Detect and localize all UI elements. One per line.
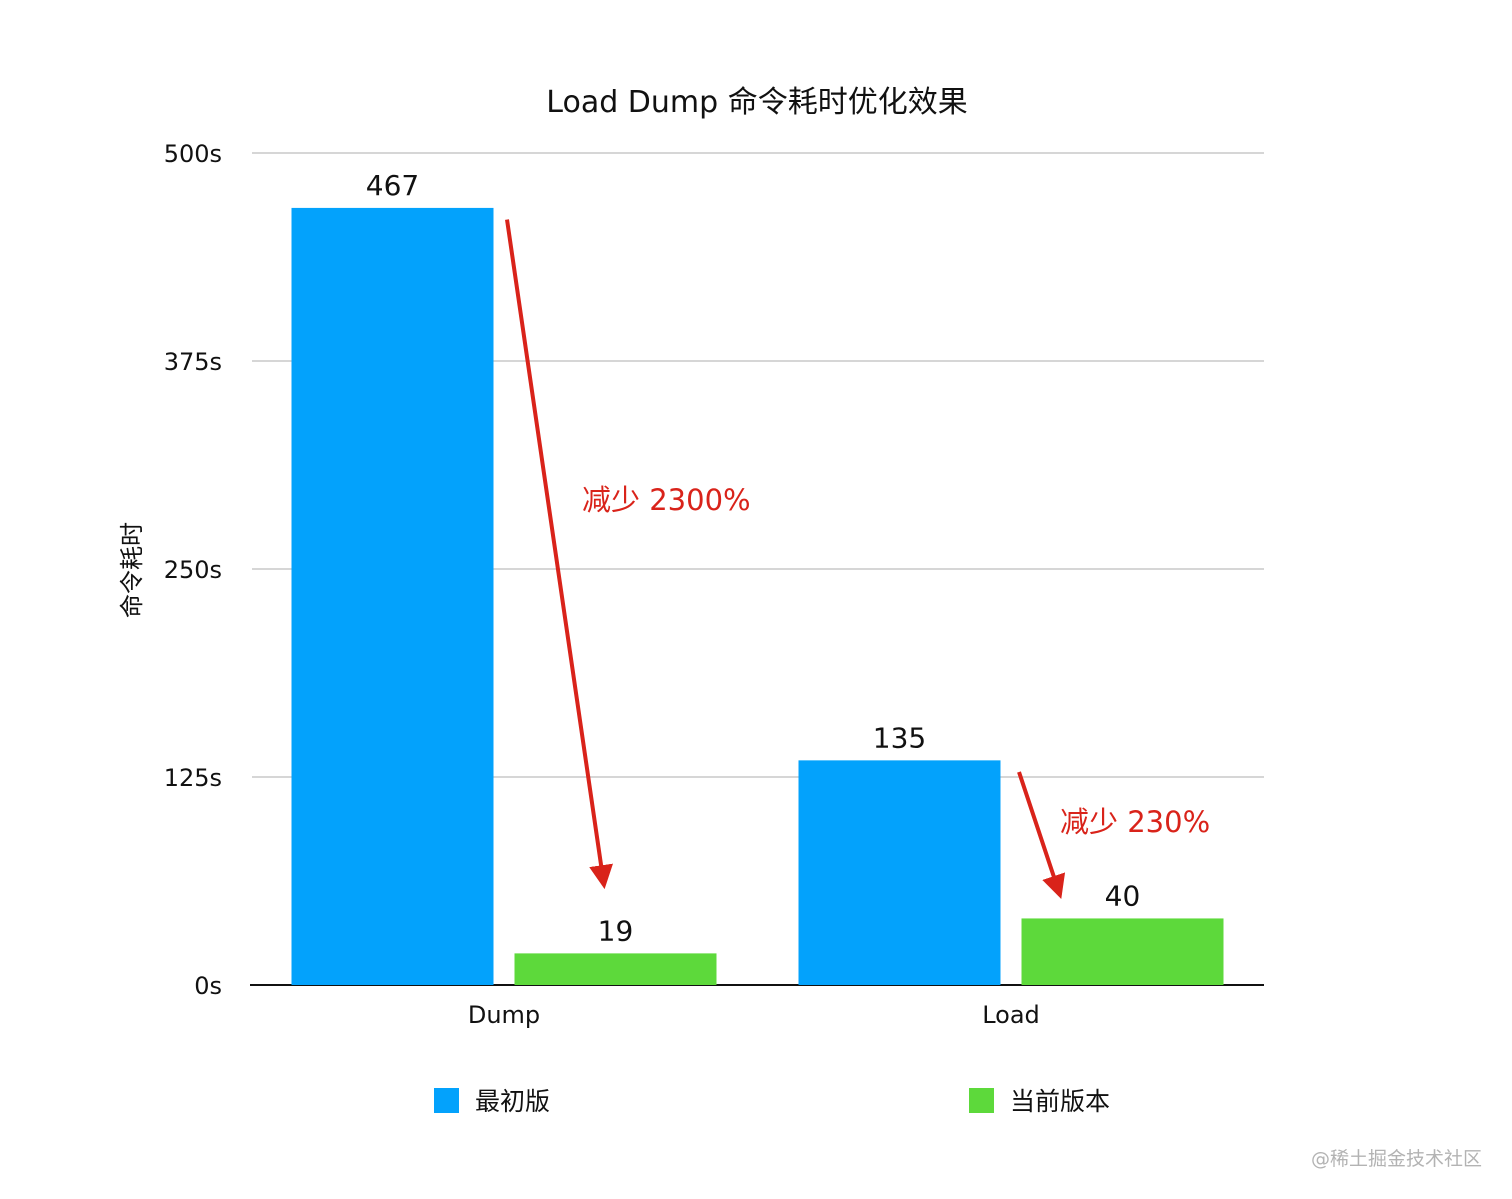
bar-value-label: 40: [1105, 879, 1141, 912]
y-tick-label: 375s: [164, 348, 222, 376]
chart-title: Load Dump 命令耗时优化效果: [546, 85, 967, 120]
annotation-text: 减少 230%: [1060, 805, 1210, 839]
bar-load-series-1: [1021, 918, 1224, 985]
y-tick-label: 125s: [164, 764, 222, 792]
bar-value-labels: 467 19 135 40: [366, 169, 1141, 947]
bar-dump-series-1: [514, 953, 717, 985]
bars: [291, 207, 1224, 986]
bar-value-label: 467: [366, 169, 419, 202]
bar-value-label: 19: [598, 914, 634, 947]
annotation-arrow: [1017, 771, 1066, 899]
bar-value-label: 135: [873, 721, 926, 754]
watermark: @稀土掘金技术社区: [1310, 1148, 1482, 1170]
legend-label: 最初版: [475, 1087, 550, 1116]
annotation-text: 减少 2300%: [582, 483, 751, 517]
y-axis-label: 命令耗时: [118, 522, 146, 618]
x-tick-label: Dump: [468, 1001, 540, 1029]
bar-load-series-0: [798, 760, 1001, 985]
y-tick-label: 0s: [194, 972, 222, 1000]
legend: 最初版 当前版本: [434, 1087, 1110, 1116]
x-tick-label: Load: [982, 1001, 1040, 1029]
annotation-arrow: [505, 219, 613, 890]
y-tick-label: 500s: [164, 140, 222, 168]
bar-dump-series-0: [291, 207, 494, 986]
y-tick-label: 250s: [164, 556, 222, 584]
annotations: 减少 2300% 减少 230%: [505, 219, 1210, 899]
x-tick-labels: Dump Load: [468, 1001, 1040, 1029]
y-tick-labels: 0s 125s 250s 375s 500s: [164, 140, 222, 1000]
legend-label: 当前版本: [1010, 1087, 1110, 1116]
legend-swatch: [434, 1088, 459, 1113]
legend-swatch: [969, 1088, 994, 1113]
